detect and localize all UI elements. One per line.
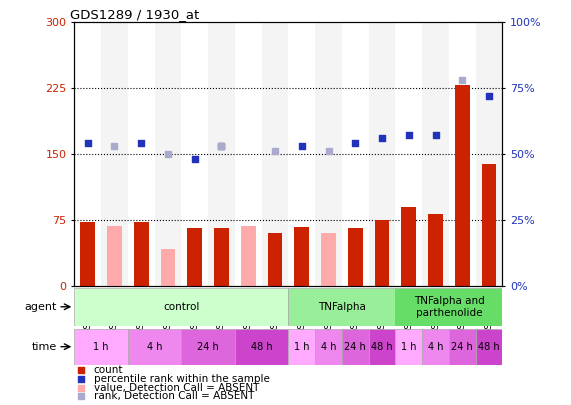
Point — [190, 156, 199, 162]
Bar — [369, 329, 395, 364]
Bar — [342, 329, 369, 364]
Text: 4 h: 4 h — [428, 342, 443, 352]
Text: agent: agent — [25, 302, 57, 312]
Bar — [214, 228, 229, 286]
Text: 1 h: 1 h — [93, 342, 108, 352]
Point — [217, 143, 226, 149]
Bar — [375, 220, 389, 286]
Point — [351, 140, 360, 147]
Text: 48 h: 48 h — [371, 342, 393, 352]
Point — [431, 132, 440, 139]
Point — [136, 140, 146, 147]
Bar — [422, 22, 449, 286]
Point — [76, 384, 85, 391]
Point — [76, 375, 85, 382]
Text: GDS1289 / 1930_at: GDS1289 / 1930_at — [70, 8, 199, 21]
Bar — [74, 288, 288, 326]
Bar — [262, 22, 288, 286]
Point — [163, 151, 172, 157]
Text: percentile rank within the sample: percentile rank within the sample — [94, 374, 270, 384]
Bar — [428, 213, 443, 286]
Bar — [449, 329, 476, 364]
Text: 24 h: 24 h — [197, 342, 219, 352]
Text: 4 h: 4 h — [321, 342, 336, 352]
Text: count: count — [94, 365, 123, 375]
Bar — [235, 329, 288, 364]
Bar — [128, 329, 182, 364]
Point — [485, 93, 494, 99]
Text: 1 h: 1 h — [294, 342, 309, 352]
Bar — [288, 288, 395, 326]
Bar — [315, 22, 342, 286]
Bar — [268, 233, 282, 286]
Point — [458, 77, 467, 83]
Point — [76, 393, 85, 400]
Point — [217, 143, 226, 149]
Bar — [101, 22, 128, 286]
Bar — [482, 164, 496, 286]
Bar — [321, 233, 336, 286]
Text: 24 h: 24 h — [452, 342, 473, 352]
Text: 1 h: 1 h — [401, 342, 417, 352]
Bar — [182, 329, 235, 364]
Point — [76, 367, 85, 373]
Bar — [160, 249, 175, 286]
Bar — [369, 22, 395, 286]
Bar — [348, 228, 363, 286]
Point — [83, 140, 92, 147]
Text: value, Detection Call = ABSENT: value, Detection Call = ABSENT — [94, 383, 259, 392]
Text: control: control — [163, 302, 199, 312]
Bar — [395, 329, 422, 364]
Bar — [208, 22, 235, 286]
Bar — [74, 329, 128, 364]
Bar — [134, 222, 148, 286]
Text: rank, Detection Call = ABSENT: rank, Detection Call = ABSENT — [94, 392, 254, 401]
Text: TNFalpha: TNFalpha — [318, 302, 366, 312]
Point — [110, 143, 119, 149]
Text: 48 h: 48 h — [478, 342, 500, 352]
Bar — [422, 329, 449, 364]
Text: time: time — [31, 342, 57, 352]
Text: 24 h: 24 h — [344, 342, 366, 352]
Text: 48 h: 48 h — [251, 342, 272, 352]
Bar — [241, 226, 256, 286]
Bar — [107, 226, 122, 286]
Bar — [288, 329, 315, 364]
Bar — [476, 329, 502, 364]
Point — [271, 148, 280, 155]
Text: TNFalpha and
parthenolide: TNFalpha and parthenolide — [413, 296, 484, 318]
Text: 4 h: 4 h — [147, 342, 162, 352]
Bar — [81, 222, 95, 286]
Bar — [187, 228, 202, 286]
Point — [377, 135, 387, 141]
Bar — [395, 288, 502, 326]
Point — [404, 132, 413, 139]
Bar — [401, 207, 416, 286]
Bar — [315, 329, 342, 364]
Bar — [295, 227, 309, 286]
Bar — [155, 22, 182, 286]
Bar — [455, 85, 470, 286]
Point — [297, 143, 306, 149]
Point — [324, 148, 333, 155]
Bar — [476, 22, 502, 286]
